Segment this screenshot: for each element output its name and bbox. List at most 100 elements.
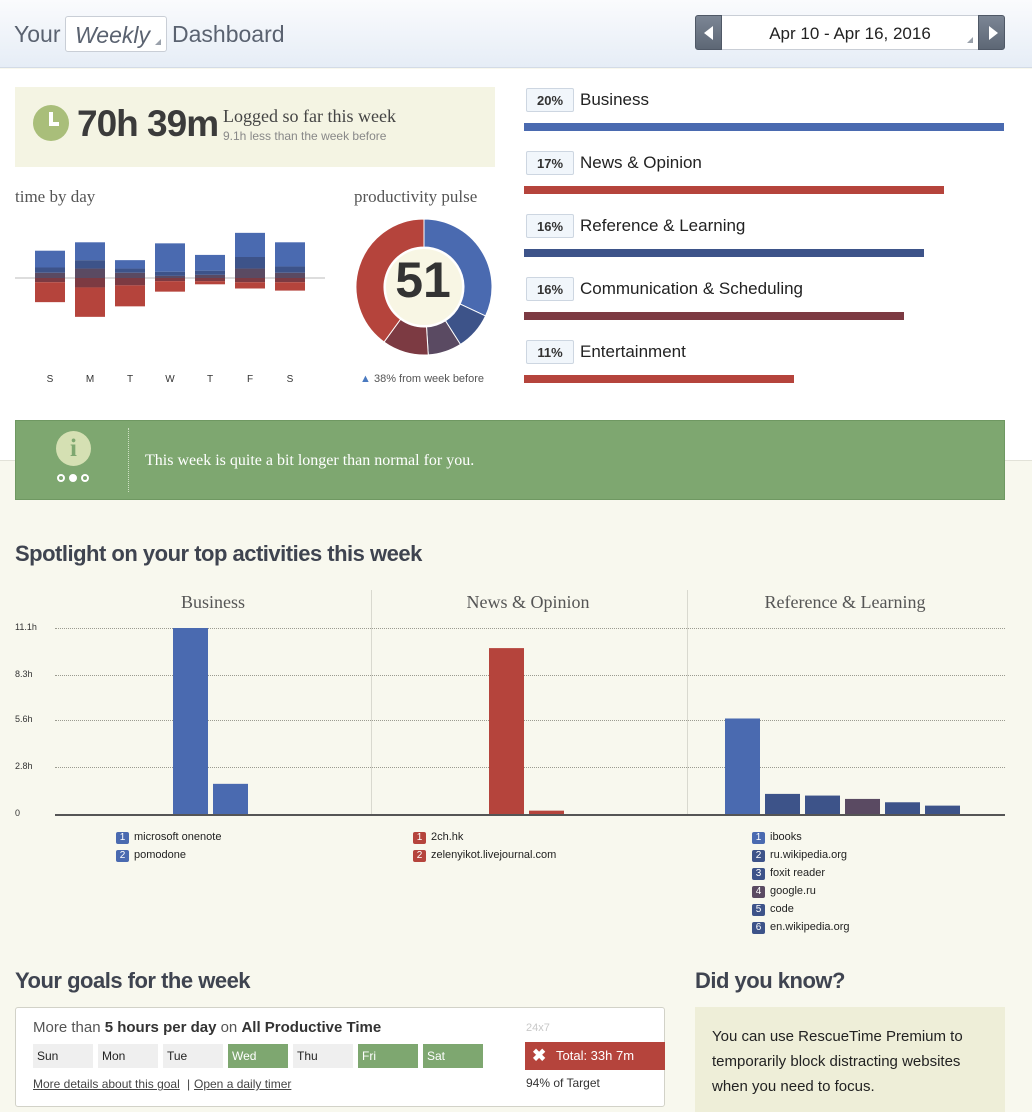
- legend-activity-name[interactable]: microsoft onenote: [134, 831, 222, 843]
- category-name[interactable]: Reference & Learning: [580, 216, 746, 235]
- did-you-know-text: You can use RescueTime Premium to tempor…: [712, 1028, 963, 1095]
- day-bar-segment: [155, 278, 185, 282]
- legend-rank: 6: [752, 922, 765, 934]
- legend-rank: 1: [413, 832, 426, 844]
- activity-bar[interactable]: [213, 783, 248, 814]
- day-bar-segment: [195, 281, 225, 285]
- legend-activity-name[interactable]: zelenyikot.livejournal.com: [431, 849, 557, 861]
- category-name[interactable]: News & Opinion: [580, 153, 702, 172]
- day-bar-segment: [115, 285, 145, 307]
- productivity-pulse-donut: [355, 218, 493, 356]
- pager-dot-active[interactable]: [69, 474, 77, 482]
- day-bar-segment: [275, 272, 305, 278]
- logged-time-comparison: 9.1h less than the week before: [223, 129, 387, 143]
- category-name[interactable]: Entertainment: [580, 342, 686, 361]
- arrow-up-icon: ▲: [360, 373, 371, 385]
- activity-bar[interactable]: [805, 795, 840, 814]
- goal-day-cell: Thu: [293, 1044, 353, 1068]
- info-icon: i: [56, 431, 91, 466]
- day-bar-segment: [235, 268, 265, 278]
- category-percent: 20%: [526, 88, 574, 112]
- y-tick-label: 5.6h: [15, 714, 33, 725]
- day-bar-segment: [235, 257, 265, 269]
- period-select[interactable]: Weekly: [65, 16, 167, 52]
- day-bar-segment: [35, 267, 65, 273]
- header-your: Your: [14, 21, 61, 47]
- day-bar-segment: [115, 272, 145, 278]
- daily-timer-link[interactable]: Open a daily timer: [194, 1077, 292, 1091]
- pulse-delta-text: 38% from week before: [373, 373, 485, 385]
- goal-day-cell: Mon: [98, 1044, 158, 1068]
- day-bar-segment: [115, 260, 145, 269]
- day-label: F: [246, 374, 254, 385]
- goal-target: All Productive Time: [241, 1019, 382, 1036]
- day-bar-segment: [115, 278, 145, 286]
- day-bar-segment: [155, 243, 185, 272]
- legend-activity-name[interactable]: code: [770, 903, 794, 915]
- panel-divider: [687, 590, 688, 816]
- date-range-select[interactable]: Apr 10 - Apr 16, 2016: [722, 15, 978, 50]
- activity-bar[interactable]: [725, 718, 760, 814]
- pager-dot[interactable]: [81, 474, 89, 482]
- activity-bar[interactable]: [885, 802, 920, 814]
- category-name[interactable]: Communication & Scheduling: [580, 279, 804, 298]
- logged-time-value: 70h 39m: [77, 103, 219, 144]
- category-percent: 11%: [526, 340, 574, 364]
- category-bar: [524, 186, 944, 194]
- activity-bar[interactable]: [489, 648, 524, 814]
- category-percent: 17%: [526, 151, 574, 175]
- legend-activity-name[interactable]: pomodone: [134, 849, 186, 861]
- previous-week-button[interactable]: [695, 15, 722, 50]
- goal-details-link[interactable]: More details about this goal: [33, 1077, 180, 1091]
- day-label: T: [206, 374, 214, 385]
- goal-amount: 5 hours per day: [104, 1019, 217, 1036]
- did-you-know-heading: Did you know?: [695, 968, 845, 993]
- chart-axis: [55, 814, 1005, 816]
- legend-rank: 1: [752, 832, 765, 844]
- legend-activity-name[interactable]: 2ch.hk: [431, 831, 464, 843]
- category-name[interactable]: Business: [580, 90, 649, 109]
- activity-bar[interactable]: [765, 793, 800, 814]
- day-bar-segment: [275, 266, 305, 273]
- activity-bar[interactable]: [173, 628, 208, 814]
- activity-bar[interactable]: [529, 810, 564, 814]
- grid-line: [55, 720, 1005, 722]
- day-bar-segment: [195, 274, 225, 278]
- insight-banner: [15, 420, 1005, 500]
- grid-line: [55, 628, 1005, 629]
- pager-dot[interactable]: [57, 474, 65, 482]
- dropdown-arrow-icon: [967, 37, 973, 43]
- goal-day-cell: Tue: [163, 1044, 223, 1068]
- banner-divider: [128, 428, 129, 492]
- goal-schedule: 24x7: [526, 1022, 550, 1034]
- legend-activity-name[interactable]: ibooks: [770, 831, 802, 843]
- legend-activity-name[interactable]: foxit reader: [770, 867, 826, 879]
- goal-day-cell: Fri: [358, 1044, 418, 1068]
- pulse-center: [384, 247, 464, 327]
- category-bar: [524, 123, 1004, 131]
- day-bar-segment: [235, 232, 265, 257]
- legend-activity-name[interactable]: google.ru: [770, 885, 816, 897]
- goal-title: More than 5 hours per day on All Product…: [33, 1019, 381, 1036]
- arrow-right-icon: [989, 26, 998, 40]
- spotlight-heading: Spotlight on your top activities this we…: [15, 541, 422, 566]
- category-bar: [524, 312, 904, 320]
- goal-day-cell: Sat: [423, 1044, 483, 1068]
- link-separator: |: [187, 1077, 191, 1091]
- goal-on: on: [220, 1019, 238, 1036]
- legend-rank: 5: [752, 904, 765, 916]
- goal-total-badge: Total: 33h 7m: [525, 1042, 665, 1070]
- day-bar-segment: [35, 278, 65, 283]
- date-range-value: Apr 10 - Apr 16, 2016: [769, 24, 931, 43]
- activity-bar[interactable]: [845, 798, 880, 814]
- next-week-button[interactable]: [978, 15, 1005, 50]
- legend-rank: 3: [752, 868, 765, 880]
- day-bar-segment: [275, 242, 305, 267]
- legend-activity-name[interactable]: en.wikipedia.org: [770, 921, 850, 933]
- legend-rank: 2: [116, 850, 129, 862]
- activity-bar[interactable]: [925, 805, 960, 814]
- legend-activity-name[interactable]: ru.wikipedia.org: [770, 849, 848, 861]
- day-label: W: [165, 374, 175, 385]
- panel-title-news-opinion: News & Opinion: [466, 592, 590, 612]
- day-bar-segment: [155, 271, 185, 276]
